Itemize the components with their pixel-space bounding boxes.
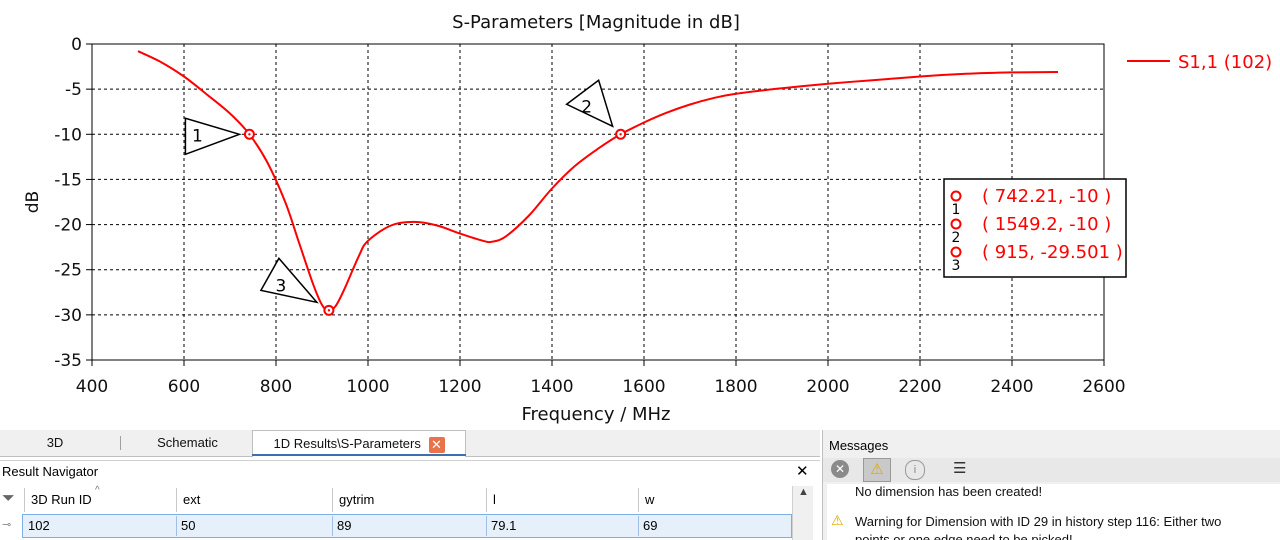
messages-title: Messages <box>829 438 889 453</box>
sort-indicator-icon: ^ <box>95 485 100 496</box>
tab-divider <box>120 436 121 450</box>
readout-value: ( 1549.2, -10 ) <box>982 214 1111 235</box>
error-filter-icon[interactable]: ✕ <box>831 460 849 478</box>
x-tick-label: 2600 <box>1082 377 1125 397</box>
tab-3d[interactable]: 3D <box>20 430 90 456</box>
readout-marker-id: 1 <box>952 202 961 218</box>
x-tick-label: 1800 <box>714 377 757 397</box>
warning-filter-icon[interactable]: ⚠ <box>863 458 891 482</box>
result-navigator-close-icon[interactable]: ✕ <box>796 463 809 480</box>
x-tick-label: 2200 <box>898 377 941 397</box>
series-line <box>137 50 1059 312</box>
messages-toolbar: ✕ ⚠ i ☰ <box>823 458 1280 482</box>
y-tick-label: -35 <box>54 351 82 371</box>
tab-3d-label: 3D <box>46 435 64 450</box>
messages-panel: Messages ✕ ⚠ i ☰ No dimension has been c… <box>822 430 1280 540</box>
view-tabs: 3D Schematic 1D Results\S-Parameters ✕ <box>0 430 820 457</box>
tab-close-icon[interactable]: ✕ <box>428 436 445 453</box>
messages-list: No dimension has been created! ⚠ Warning… <box>827 484 1280 540</box>
clear-messages-icon[interactable]: ☰ <box>953 460 967 477</box>
y-tick-label: -30 <box>54 306 82 326</box>
marker-callout-label: 3 <box>275 276 286 296</box>
marker-point-center <box>327 309 331 312</box>
column-header-w[interactable]: w <box>638 488 791 512</box>
y-tick-label: 0 <box>71 35 82 55</box>
x-tick-label: 1600 <box>622 377 665 397</box>
series-layer <box>137 50 1059 312</box>
scroll-up-icon[interactable]: ▲ <box>798 486 809 498</box>
chart-title: S-Parameters [Magnitude in dB] <box>452 12 740 33</box>
column-header-run-id[interactable]: 3D Run ID ^ <box>24 485 177 512</box>
s-parameter-plot: S-Parameters [Magnitude in dB] 400 600 800… <box>23 12 1272 425</box>
result-navigator-title: Result Navigator <box>2 464 99 479</box>
tab-1d-results-label: 1D Results\S-Parameters <box>273 436 421 451</box>
x-tick-label: 800 <box>260 377 292 397</box>
scrollbar[interactable]: ▲ <box>792 486 813 540</box>
readout-marker-icon <box>950 190 962 202</box>
cell-l: 79.1 <box>486 516 516 536</box>
y-tick-labels: 0 -5 -10 -15 -20 -25 -30 -35 <box>54 35 82 371</box>
filter-icon[interactable]: ⏷ <box>2 490 15 507</box>
tab-schematic[interactable]: Schematic <box>140 430 235 456</box>
table-row[interactable] <box>22 514 792 538</box>
result-navigator-table: ⏷ 3D Run ID ^ ext gytrim l w ▲ ⊸ 102 50 … <box>0 484 820 540</box>
marker-callout <box>259 257 319 304</box>
message-line: Warning for Dimension with ID 29 in hist… <box>855 514 1222 529</box>
x-tick-label: 400 <box>76 377 108 397</box>
readout-value: ( 742.21, -10 ) <box>982 186 1111 207</box>
marker-callout <box>565 79 614 128</box>
active-tab-underline <box>252 454 466 456</box>
x-tick-labels: 400 600 800 1000 1200 1400 1600 1800 2000 2200 240… <box>76 377 1126 397</box>
y-tick-label: -25 <box>54 261 82 281</box>
column-header-l[interactable]: l <box>486 488 639 512</box>
tab-schematic-label: Schematic <box>157 435 218 450</box>
y-tick-label: -10 <box>54 125 82 145</box>
grid <box>86 43 1105 366</box>
marker-point-center <box>248 133 251 136</box>
tab-1d-results[interactable]: 1D Results\S-Parameters ✕ <box>252 430 466 457</box>
marker-callout-label: 1 <box>192 126 203 146</box>
marker-layer: 1 2 3 <box>184 79 627 316</box>
legend-label[interactable]: S1,1 (102) <box>1178 52 1272 73</box>
marker-point-center <box>619 133 622 136</box>
message-line: No dimension has been created! <box>855 484 1043 499</box>
x-tick-label: 600 <box>168 377 200 397</box>
marker-readouts: 1 ( 742.21, -10 ) 2 ( 1549.2, -10 ) 3 ( 915, … <box>950 186 1123 274</box>
marker-callout-label: 2 <box>581 97 592 117</box>
cell-ext: 50 <box>176 516 195 536</box>
y-tick-label: -15 <box>54 170 82 190</box>
marker-readout-box <box>943 178 1127 278</box>
x-axis-label: Frequency / MHz <box>521 404 670 425</box>
readout-value: ( 915, -29.501 ) <box>982 242 1123 263</box>
cell-run-id: 102 <box>28 518 50 533</box>
x-tick-label: 1200 <box>438 377 481 397</box>
row-pin-icon: ⊸ <box>2 519 12 531</box>
info-filter-icon[interactable]: i <box>905 460 925 480</box>
column-header-ext[interactable]: ext <box>176 488 333 512</box>
column-header-gytrim[interactable]: gytrim <box>332 488 487 512</box>
readout-marker-icon <box>950 246 962 258</box>
result-navigator-header: Result Navigator ✕ <box>0 460 820 483</box>
x-tick-label: 1400 <box>530 377 573 397</box>
x-tick-label: 2400 <box>990 377 1033 397</box>
cell-w: 69 <box>638 516 657 536</box>
x-tick-label: 1000 <box>346 377 389 397</box>
x-tick-label: 2000 <box>806 377 849 397</box>
readout-marker-id: 2 <box>952 230 961 246</box>
y-axis-label: dB <box>23 191 43 213</box>
y-tick-label: -5 <box>65 80 82 100</box>
y-tick-label: -20 <box>54 216 82 236</box>
readout-marker-id: 3 <box>952 258 961 274</box>
message-line: points or one edge need to be picked! <box>855 532 1073 540</box>
warning-icon: ⚠ <box>831 512 844 528</box>
cell-gytrim: 89 <box>332 516 351 536</box>
marker-callout <box>184 117 242 156</box>
readout-marker-icon <box>950 218 962 230</box>
